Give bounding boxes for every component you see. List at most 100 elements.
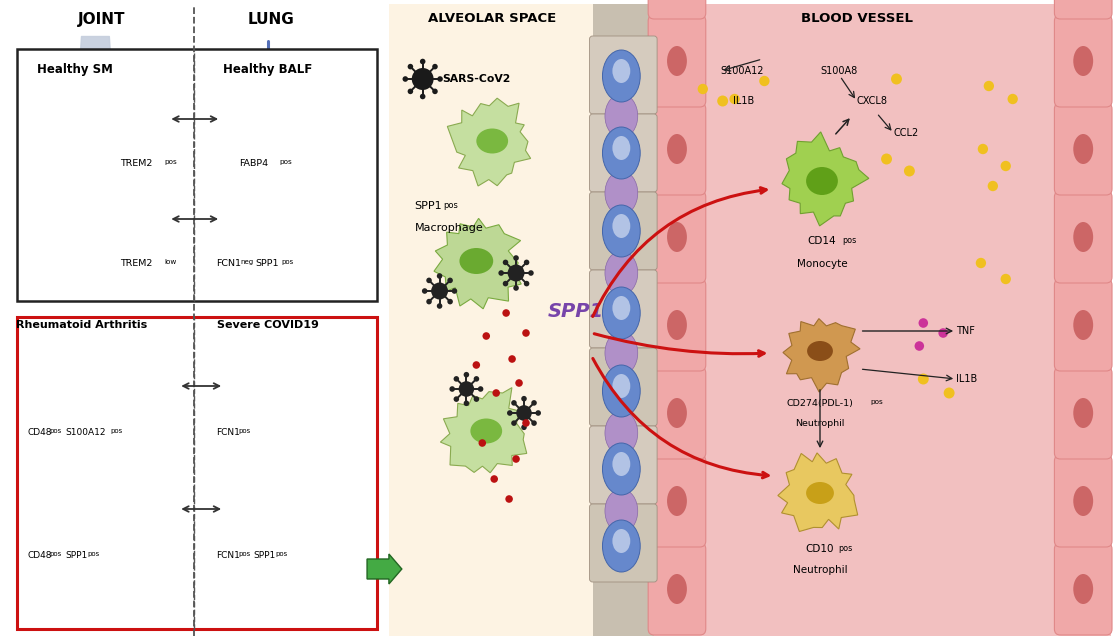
- Ellipse shape: [667, 46, 687, 76]
- Circle shape: [914, 341, 924, 351]
- Ellipse shape: [246, 501, 265, 517]
- FancyBboxPatch shape: [1055, 367, 1112, 459]
- Circle shape: [478, 386, 484, 392]
- Circle shape: [919, 318, 928, 328]
- Polygon shape: [221, 187, 285, 248]
- Ellipse shape: [667, 222, 687, 252]
- Ellipse shape: [612, 529, 630, 553]
- Circle shape: [458, 381, 474, 397]
- Ellipse shape: [612, 374, 630, 398]
- Text: pos: pos: [49, 428, 61, 434]
- Text: SPP1: SPP1: [254, 551, 277, 560]
- Ellipse shape: [667, 574, 687, 604]
- Circle shape: [513, 285, 518, 291]
- Text: pos: pos: [280, 159, 292, 165]
- FancyBboxPatch shape: [648, 279, 706, 371]
- Circle shape: [432, 283, 448, 299]
- FancyBboxPatch shape: [590, 114, 657, 192]
- Ellipse shape: [602, 205, 640, 257]
- Ellipse shape: [245, 212, 263, 226]
- Text: pos: pos: [49, 551, 61, 557]
- Circle shape: [503, 260, 508, 265]
- Ellipse shape: [1074, 486, 1093, 516]
- Ellipse shape: [71, 114, 118, 132]
- Text: pos: pos: [275, 551, 288, 557]
- Circle shape: [508, 355, 516, 363]
- Bar: [389, 4, 592, 636]
- Ellipse shape: [74, 127, 117, 155]
- Circle shape: [454, 396, 459, 402]
- Text: pos: pos: [164, 159, 177, 165]
- Circle shape: [478, 439, 486, 447]
- Polygon shape: [230, 479, 287, 538]
- Circle shape: [464, 372, 469, 378]
- Ellipse shape: [605, 489, 638, 533]
- Circle shape: [447, 299, 453, 304]
- Circle shape: [454, 376, 459, 381]
- Circle shape: [483, 332, 489, 340]
- Text: FCN1: FCN1: [216, 428, 240, 437]
- Circle shape: [978, 144, 988, 154]
- FancyBboxPatch shape: [590, 504, 657, 582]
- Polygon shape: [225, 87, 285, 153]
- Text: TREM2: TREM2: [120, 259, 153, 268]
- FancyBboxPatch shape: [1055, 543, 1112, 635]
- Polygon shape: [112, 477, 178, 538]
- Ellipse shape: [1074, 222, 1093, 252]
- Ellipse shape: [605, 171, 638, 215]
- Text: FABP4: FABP4: [240, 159, 269, 168]
- Circle shape: [904, 165, 914, 176]
- Text: IL1B: IL1B: [733, 96, 754, 106]
- Polygon shape: [107, 91, 169, 153]
- Circle shape: [512, 455, 520, 463]
- Circle shape: [515, 379, 523, 387]
- Text: S100A12: S100A12: [65, 428, 106, 437]
- Ellipse shape: [612, 452, 630, 476]
- Text: TNF: TNF: [956, 326, 975, 336]
- Text: CD14: CD14: [807, 236, 836, 246]
- FancyBboxPatch shape: [1055, 455, 1112, 547]
- FancyBboxPatch shape: [648, 367, 706, 459]
- Ellipse shape: [127, 111, 146, 127]
- Text: SPP1: SPP1: [547, 301, 603, 320]
- Circle shape: [503, 309, 510, 317]
- Circle shape: [447, 278, 453, 283]
- Circle shape: [529, 271, 534, 276]
- Ellipse shape: [807, 341, 833, 361]
- Ellipse shape: [471, 419, 502, 444]
- Circle shape: [881, 153, 892, 165]
- FancyBboxPatch shape: [1055, 0, 1112, 19]
- Circle shape: [531, 420, 536, 426]
- Bar: [655, 4, 1111, 636]
- Ellipse shape: [127, 211, 146, 227]
- Text: neg: neg: [240, 259, 253, 265]
- FancyBboxPatch shape: [1055, 279, 1112, 371]
- Polygon shape: [434, 219, 521, 309]
- Text: ALVEOLAR SPACE: ALVEOLAR SPACE: [428, 12, 556, 24]
- Ellipse shape: [602, 127, 640, 179]
- Text: pos: pos: [871, 399, 883, 405]
- Ellipse shape: [612, 214, 630, 238]
- Circle shape: [717, 96, 728, 106]
- FancyBboxPatch shape: [648, 15, 706, 107]
- FancyBboxPatch shape: [590, 348, 657, 426]
- Circle shape: [437, 303, 443, 309]
- Circle shape: [521, 396, 526, 401]
- Circle shape: [437, 273, 443, 279]
- Polygon shape: [105, 186, 164, 247]
- Circle shape: [976, 258, 986, 268]
- Ellipse shape: [602, 443, 640, 495]
- Text: S100A12: S100A12: [720, 66, 764, 76]
- Circle shape: [474, 376, 479, 381]
- Ellipse shape: [667, 486, 687, 516]
- Text: Neutrophil: Neutrophil: [793, 565, 847, 575]
- Circle shape: [535, 410, 541, 416]
- Text: LUNG: LUNG: [248, 12, 294, 26]
- Circle shape: [943, 388, 954, 399]
- Text: CCL2: CCL2: [893, 128, 919, 138]
- Ellipse shape: [274, 80, 320, 156]
- Polygon shape: [440, 388, 526, 473]
- Circle shape: [426, 278, 432, 283]
- FancyBboxPatch shape: [648, 103, 706, 195]
- Text: pos: pos: [110, 428, 123, 434]
